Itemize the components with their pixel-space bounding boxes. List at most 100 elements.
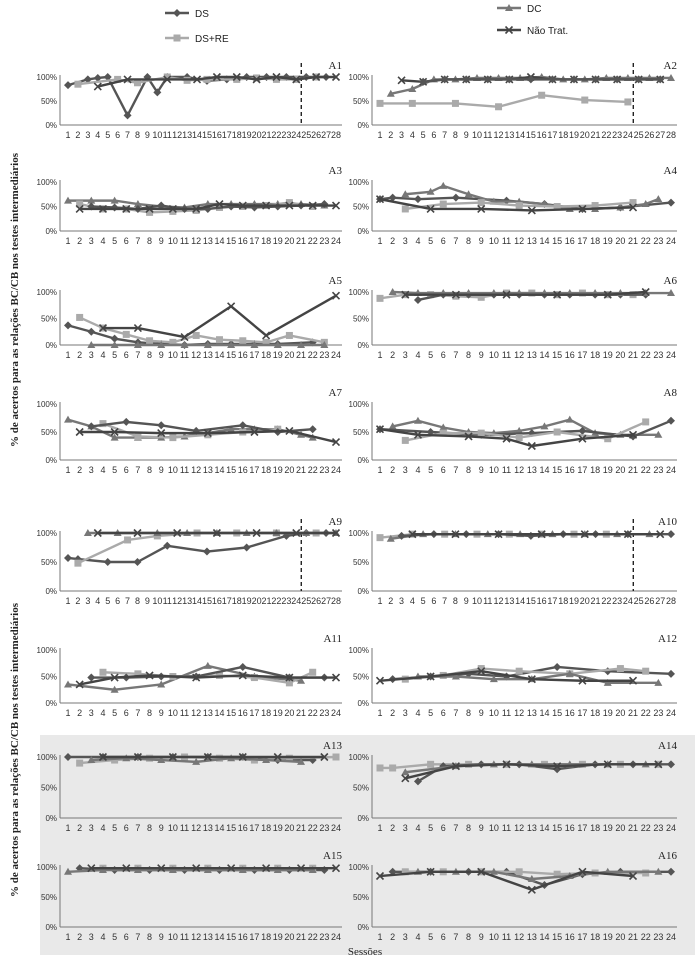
data-point <box>495 103 503 111</box>
x-tick-label: 11 <box>180 236 189 246</box>
y-tick-label: 50% <box>41 784 57 793</box>
y-tick-label: 100% <box>37 73 57 82</box>
bottom-panel-background <box>40 735 695 955</box>
x-tick-label: 16 <box>565 236 575 246</box>
x-tick-label: 2 <box>75 596 80 606</box>
x-tick-label: 23 <box>319 823 329 833</box>
x-tick-label: 14 <box>539 350 549 360</box>
x-tick-label: 14 <box>214 932 224 942</box>
x-tick-label: 8 <box>147 350 152 360</box>
x-tick-label: 3 <box>85 130 90 140</box>
data-point <box>133 79 141 87</box>
data-point <box>64 867 72 875</box>
x-tick-label: 12 <box>191 350 201 360</box>
data-point <box>483 75 492 84</box>
data-point <box>451 530 460 539</box>
data-point <box>252 75 261 84</box>
x-tick-label: 15 <box>226 350 236 360</box>
data-point <box>477 665 485 673</box>
x-tick-label: 15 <box>552 465 562 475</box>
x-tick-label: 26 <box>644 596 654 606</box>
x-tick-label: 4 <box>410 130 415 140</box>
x-tick-label: 7 <box>135 465 140 475</box>
x-tick-label: 3 <box>403 932 408 942</box>
data-point <box>375 676 385 685</box>
x-tick-label: 24 <box>331 465 341 475</box>
x-tick-label: 1 <box>377 130 382 140</box>
y-tick-label: 50% <box>353 558 369 567</box>
x-tick-label: 9 <box>479 708 484 718</box>
x-tick-label: 18 <box>232 130 242 140</box>
x-tick-label: 6 <box>441 823 446 833</box>
panel-title: A8 <box>664 387 678 399</box>
data-point <box>169 207 177 215</box>
data-point <box>464 190 473 198</box>
data-point <box>297 757 306 765</box>
x-tick-label: 12 <box>191 465 201 475</box>
x-tick-label: 19 <box>569 130 579 140</box>
data-point <box>273 341 282 348</box>
data-point <box>87 196 96 204</box>
data-point <box>215 199 224 209</box>
data-point <box>629 199 637 207</box>
data-point <box>252 528 261 538</box>
x-tick-label: 6 <box>124 465 129 475</box>
x-tick-label: 19 <box>569 596 579 606</box>
x-tick-label: 17 <box>222 130 232 140</box>
data-point <box>93 82 102 91</box>
x-tick-label: 13 <box>527 236 537 246</box>
x-tick-label: 24 <box>291 596 301 606</box>
x-tick-label: 28 <box>331 130 341 140</box>
x-tick-label: 15 <box>552 932 562 942</box>
x-tick-label: 19 <box>603 932 613 942</box>
x-tick-label: 10 <box>152 596 162 606</box>
y-tick-label: 0% <box>357 341 369 350</box>
data-point <box>667 198 675 207</box>
data-point <box>477 667 486 676</box>
x-tick-label: 6 <box>441 236 446 246</box>
data-point <box>376 99 384 107</box>
x-tick-label: 20 <box>615 465 625 475</box>
y-tick-label: 50% <box>353 428 369 437</box>
data-point <box>408 85 417 92</box>
x-tick-label: 2 <box>75 130 80 140</box>
x-tick-label: 18 <box>261 708 271 718</box>
data-point <box>99 420 107 428</box>
data-point <box>239 337 247 345</box>
x-tick-label: 10 <box>168 932 178 942</box>
x-tick-label: 9 <box>479 350 484 360</box>
data-point <box>146 754 154 762</box>
x-tick-label: 13 <box>527 350 537 360</box>
data-point <box>308 425 317 434</box>
data-point <box>122 864 131 873</box>
x-tick-label: 11 <box>502 350 511 360</box>
x-tick-label: 19 <box>603 465 613 475</box>
x-tick-label: 16 <box>565 708 575 718</box>
x-tick-label: 6 <box>441 708 446 718</box>
x-tick-label: 13 <box>527 932 537 942</box>
x-tick-label: 12 <box>172 596 182 606</box>
x-tick-label: 6 <box>124 350 129 360</box>
x-tick-label: 20 <box>252 596 262 606</box>
data-point <box>628 871 638 881</box>
y-tick-label: 100% <box>37 529 57 538</box>
x-tick-label: 22 <box>641 236 651 246</box>
x-tick-label: 20 <box>615 236 625 246</box>
x-tick-label: 17 <box>222 596 232 606</box>
data-point <box>642 667 650 675</box>
x-tick-label: 22 <box>641 823 651 833</box>
data-point <box>192 204 201 214</box>
data-point <box>439 181 448 189</box>
data-point <box>98 204 108 214</box>
x-tick-label: 16 <box>238 236 248 246</box>
x-tick-label: 18 <box>232 596 242 606</box>
x-tick-label: 3 <box>89 932 94 942</box>
data-point <box>215 336 223 344</box>
data-point <box>64 196 72 204</box>
x-tick-label: 18 <box>558 596 568 606</box>
x-tick-label: 8 <box>466 823 471 833</box>
data-point <box>64 753 72 761</box>
x-tick-label: 8 <box>147 708 152 718</box>
x-tick-label: 11 <box>180 350 189 360</box>
x-tick-label: 13 <box>504 130 514 140</box>
